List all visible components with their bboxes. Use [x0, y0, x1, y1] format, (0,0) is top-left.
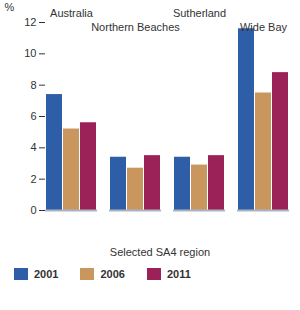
html-text:2006: 2006 — [100, 268, 125, 280]
svg-text:0: 0 — [30, 204, 36, 216]
svg-text:10: 10 — [24, 47, 36, 59]
svg-text:Sutherland: Sutherland — [173, 7, 226, 19]
html-text:Selected SA4 region: Selected SA4 region — [109, 246, 211, 258]
svg-text:Wide Bay: Wide Bay — [240, 21, 288, 33]
svg-text:2: 2 — [30, 173, 36, 185]
svg-text:%: % — [5, 1, 15, 13]
svg-text:6: 6 — [30, 110, 36, 122]
svg-text:8: 8 — [30, 79, 36, 91]
svg-text:4: 4 — [30, 141, 36, 153]
html-text:2011: 2011 — [167, 268, 191, 280]
html-text:2001: 2001 — [34, 268, 59, 280]
svg-text:Australia: Australia — [50, 7, 94, 19]
svg-text:12: 12 — [24, 16, 36, 28]
svg-text:Northern Beaches: Northern Beaches — [91, 21, 180, 33]
